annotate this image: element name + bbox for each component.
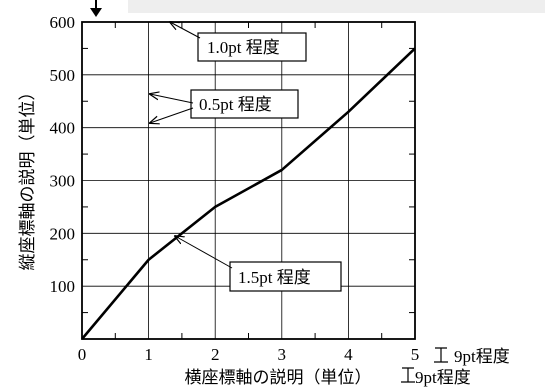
y-tick-label: 100 bbox=[50, 277, 76, 296]
grid-width-callout: 0.5pt 程度 bbox=[150, 89, 299, 123]
callout-text: 0.5pt 程度 bbox=[199, 95, 272, 114]
callout-box bbox=[229, 261, 342, 292]
frame-width-callout: 1.0pt 程度 bbox=[170, 22, 307, 62]
callout-text: 1.0pt 程度 bbox=[207, 38, 280, 57]
callout-arrow bbox=[170, 22, 201, 39]
top-pointer-arrow-icon bbox=[90, 8, 102, 17]
x-tick-label: 3 bbox=[278, 345, 287, 364]
y-tick-label: 600 bbox=[50, 13, 76, 32]
callout-box bbox=[197, 32, 307, 62]
header-strip bbox=[128, 0, 545, 13]
line-width-callout: 1.5pt 程度 bbox=[175, 236, 342, 292]
callout-arrow bbox=[150, 94, 194, 104]
tick-labels: 0 1 2 3 4 5 100 200 300 400 500 600 bbox=[50, 13, 420, 364]
x-tick-label: 5 bbox=[411, 345, 420, 364]
x-tick-label: 1 bbox=[144, 345, 153, 364]
x-axis-title: 横座標軸の説明（単位） bbox=[185, 368, 372, 387]
x-tick-label: 2 bbox=[211, 345, 220, 364]
callout-arrow bbox=[150, 107, 194, 123]
x-tick-size-note-text: 9pt程度 bbox=[454, 347, 510, 366]
series-line bbox=[81, 47, 416, 340]
x-label-size-note-text: 9pt程度 bbox=[415, 368, 471, 387]
callout-box bbox=[190, 89, 299, 119]
data-series bbox=[81, 47, 416, 340]
y-tick-label: 400 bbox=[50, 119, 76, 138]
callout-text: 1.5pt 程度 bbox=[238, 268, 311, 287]
y-tick-label: 300 bbox=[50, 172, 76, 191]
axis-ticks bbox=[82, 22, 415, 339]
size-marker-icon bbox=[401, 367, 415, 383]
size-marker-icon bbox=[434, 347, 448, 363]
x-tick-label: 4 bbox=[344, 345, 353, 364]
x-tick-size-note: 9pt程度 bbox=[434, 347, 510, 366]
x-label-size-note: 9pt程度 bbox=[401, 367, 471, 387]
y-tick-label: 500 bbox=[50, 66, 76, 85]
y-axis-title: 縦座標軸の説明（単位） bbox=[18, 84, 37, 271]
x-tick-label: 0 bbox=[78, 345, 87, 364]
callout-arrow bbox=[175, 236, 233, 269]
y-tick-label: 200 bbox=[50, 224, 76, 243]
